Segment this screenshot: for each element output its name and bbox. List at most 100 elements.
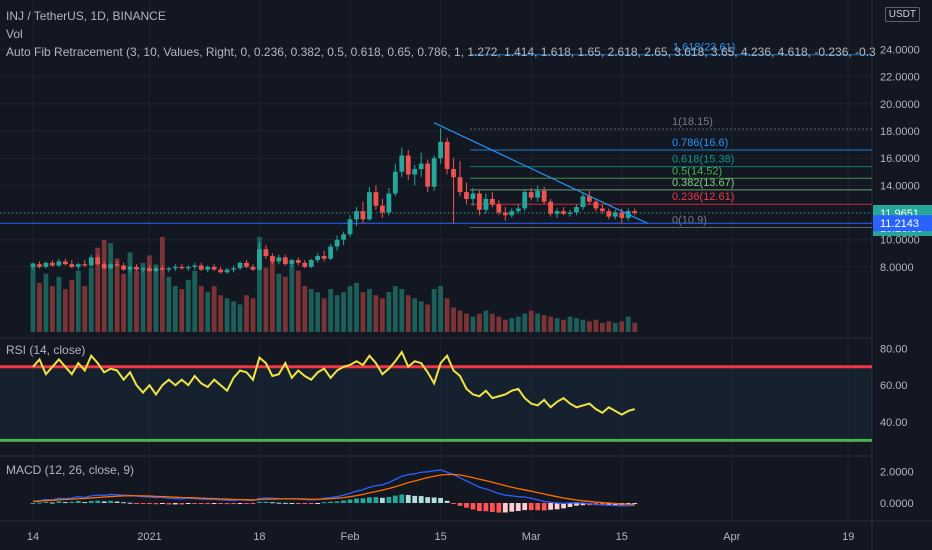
fib-level-label: 0.382(13.67) — [672, 177, 734, 189]
volume-bar — [515, 316, 521, 332]
trendline[interactable] — [433, 122, 648, 224]
candle-body — [295, 260, 301, 263]
fib-level-label: 0.5(14.52) — [672, 165, 722, 177]
volume-bar — [82, 286, 88, 332]
volume-bar — [367, 289, 372, 332]
macd-histogram-bar — [341, 500, 346, 503]
volume-bar — [451, 307, 456, 332]
candle-body — [114, 264, 120, 266]
price-tick-label: 24.0000 — [880, 44, 920, 56]
macd-histogram-bar — [599, 503, 605, 506]
volume-bar — [211, 286, 217, 332]
volume-bar — [160, 237, 165, 332]
volume-bar — [224, 298, 230, 332]
volume-bar — [50, 286, 55, 332]
macd-histogram-bar — [425, 497, 431, 503]
volume-bar — [88, 267, 94, 332]
time-tick-label: 18 — [253, 531, 265, 543]
currency-badge[interactable]: USDT — [884, 7, 920, 22]
rsi-tick-label: 40.00 — [880, 417, 908, 429]
macd-histogram-bar — [121, 502, 126, 504]
volume-bar — [418, 301, 424, 332]
macd-histogram-bar — [50, 502, 55, 504]
macd-histogram-bar — [379, 497, 385, 503]
volume-bar — [386, 292, 392, 332]
volume-bar — [438, 286, 444, 332]
volume-bar — [308, 289, 314, 332]
symbol-title[interactable]: INJ / TetherUS, 1D, BINANCE — [6, 9, 166, 23]
candle-body — [244, 262, 249, 267]
macd-histogram-bar — [140, 503, 146, 504]
macd-histogram-bar — [224, 503, 230, 505]
price-tick-label: 14.0000 — [880, 180, 920, 192]
time-tick-label: 15 — [434, 531, 446, 543]
candle-body — [451, 169, 456, 178]
candle-body — [535, 190, 541, 198]
volume-bar — [489, 313, 495, 332]
volume-bar — [483, 310, 489, 332]
fib-level-label: 0.618(15.38) — [672, 154, 734, 166]
fib-level-label: 0.236(12.61) — [672, 191, 734, 203]
macd-histogram-bar — [43, 501, 49, 503]
candle-body — [606, 211, 612, 217]
volume-bar — [373, 295, 379, 332]
price-tag-bg — [873, 215, 932, 232]
candle-body — [302, 262, 308, 267]
candle-body — [321, 256, 327, 259]
volume-bar — [95, 247, 101, 332]
volume-bar — [237, 304, 243, 332]
volume-bar — [269, 258, 275, 332]
volume-bar — [62, 289, 68, 332]
volume-legend[interactable]: Vol — [6, 27, 23, 41]
macd-histogram-bar — [438, 497, 444, 503]
volume-bar — [328, 289, 334, 332]
macd-histogram-bar — [392, 495, 398, 503]
candle-body — [62, 261, 68, 265]
volume-bar — [147, 255, 152, 332]
rsi-line — [32, 350, 635, 416]
volume-bar — [101, 240, 107, 332]
macd-histogram-bar — [509, 503, 515, 512]
fib-legend[interactable]: Auto Fib Retracement (3, 10, Values, Rig… — [6, 45, 876, 59]
volume-bars — [30, 237, 638, 332]
macd-tick-label: 2.0000 — [880, 467, 914, 479]
candle-body — [75, 264, 81, 267]
volume-bar — [535, 313, 541, 332]
candle-body — [386, 193, 392, 213]
macd-histogram-bar — [535, 503, 541, 511]
macd-legend[interactable]: MACD (12, 26, close, 9) — [6, 463, 135, 477]
candle-body — [509, 211, 515, 216]
candle-body — [127, 266, 133, 270]
macd-histogram-bar — [75, 500, 81, 503]
volume-bar — [425, 304, 431, 332]
macd-histogram-bar — [147, 503, 152, 504]
volume-bar — [166, 276, 172, 332]
volume-bar — [528, 310, 534, 332]
volume-bar — [127, 252, 133, 332]
candle-body — [554, 211, 560, 214]
rsi-tick-label: 60.00 — [880, 380, 908, 392]
candlesticks[interactable] — [30, 128, 638, 274]
candle-body — [30, 264, 36, 267]
price-axis[interactable]: 8.000010.000012.000014.000016.000018.000… — [873, 44, 932, 510]
candle-body — [56, 261, 62, 266]
volume-bar — [379, 298, 385, 332]
volume-bar — [477, 313, 482, 332]
candle-body — [263, 249, 269, 257]
rsi-legend[interactable]: RSI (14, close) — [6, 343, 86, 357]
candle-body — [205, 266, 211, 270]
volume-bar — [612, 322, 618, 332]
volume-bar — [263, 267, 269, 332]
macd-histogram-bar — [82, 502, 88, 504]
macd-histogram-bar — [399, 494, 405, 503]
time-axis[interactable]: 14 2021 18 Feb 15 Mar 15 Apr 19 — [27, 531, 854, 543]
candle-body — [328, 246, 334, 259]
macd-histogram-bar — [244, 503, 249, 504]
candle-body — [231, 268, 236, 270]
candle-body — [587, 196, 592, 202]
candle-body — [257, 249, 262, 270]
candle-body — [269, 256, 275, 262]
candle-body — [341, 234, 346, 240]
